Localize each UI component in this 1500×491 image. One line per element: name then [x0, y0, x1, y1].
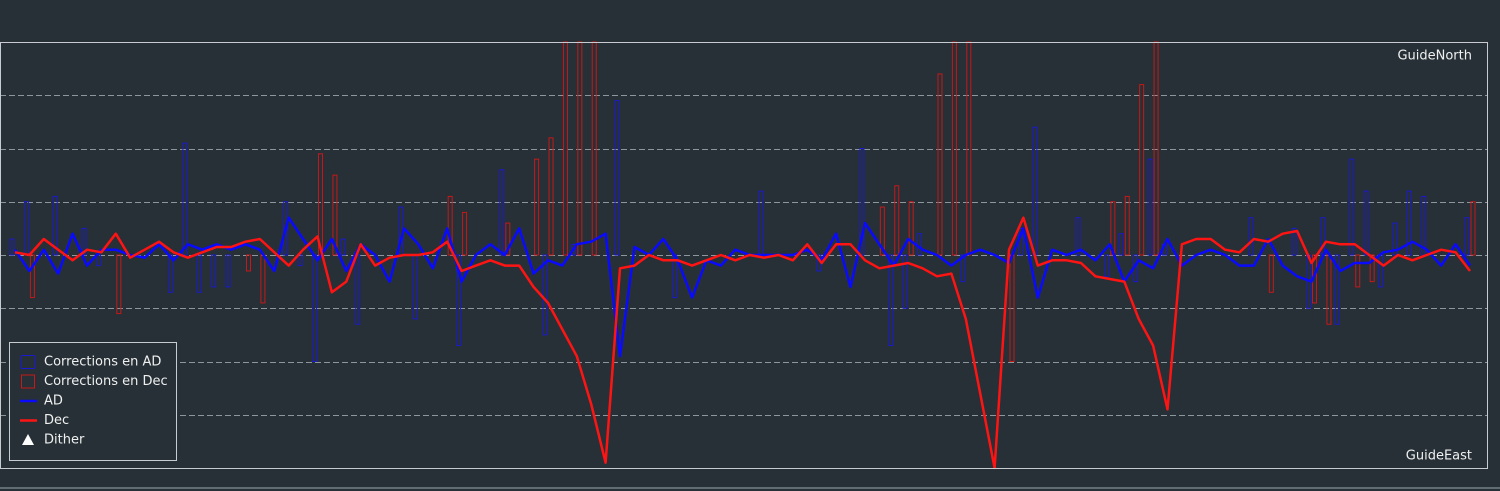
north-label: GuideNorth	[1397, 49, 1472, 64]
correction-bar	[902, 254, 908, 309]
legend-swatch	[22, 434, 34, 445]
correction-bar	[614, 100, 620, 256]
correction-bar	[499, 169, 505, 256]
correction-bar	[9, 238, 15, 256]
correction-bar	[888, 254, 894, 347]
correction-bar	[211, 254, 217, 288]
correction-bar	[960, 254, 966, 283]
correction-bar	[1139, 84, 1145, 256]
correction-bar	[1406, 190, 1412, 256]
correction-bar	[29, 254, 35, 299]
correction-bar	[1124, 195, 1130, 256]
legend-label: Dec	[44, 413, 69, 428]
correction-bar	[937, 73, 943, 256]
correction-bar	[548, 137, 554, 256]
correction-bar	[340, 238, 346, 256]
correction-bar	[1118, 233, 1124, 256]
correction-bar	[95, 254, 101, 267]
correction-bar	[447, 195, 453, 256]
correction-bar	[505, 222, 511, 256]
correction-bar	[332, 174, 338, 256]
guide-line	[14, 216, 1471, 470]
correction-bar	[908, 201, 914, 256]
correction-bar	[1392, 222, 1398, 256]
correction-bar	[116, 254, 122, 315]
correction-bar	[1369, 254, 1375, 283]
correction-bar	[196, 254, 202, 293]
legend: Corrections en AD Corrections en Dec AD Dec…	[9, 342, 177, 461]
correction-bar	[917, 233, 923, 256]
correction-bar	[1470, 201, 1476, 256]
legend-box	[9, 342, 177, 461]
correction-bar	[542, 254, 548, 336]
correction-bar	[1363, 190, 1369, 256]
correction-bar	[167, 254, 173, 293]
correction-bar	[1355, 254, 1361, 288]
legend-label: Corrections en AD	[44, 355, 161, 370]
legend-label: AD	[44, 394, 63, 409]
correction-bar	[1147, 158, 1153, 256]
correction-bar	[1334, 254, 1340, 325]
guide-line	[13, 216, 1472, 358]
correction-bar	[1104, 254, 1110, 277]
correction-bar	[534, 158, 540, 256]
correction-bar	[182, 142, 188, 256]
correction-bar	[1291, 227, 1297, 256]
lines	[13, 216, 1472, 470]
correction-bar	[283, 201, 289, 256]
correction-bar	[52, 195, 58, 256]
correction-bar	[1248, 217, 1254, 256]
correction-bar	[297, 254, 303, 267]
correction-bar	[456, 254, 462, 347]
correction-bar	[894, 185, 900, 256]
correction-bar	[81, 227, 87, 256]
correction-bar	[1464, 217, 1470, 256]
correction-bar	[859, 148, 865, 256]
legend-swatch	[21, 355, 35, 369]
correction-bar	[245, 254, 251, 272]
correction-bar	[225, 254, 231, 288]
plot-frame	[0, 42, 1488, 469]
correction-bar	[1349, 158, 1355, 256]
bars	[9, 41, 1476, 362]
grid	[0, 95, 1487, 416]
legend-swatch	[21, 374, 35, 389]
legend-label: Corrections en Dec	[44, 374, 168, 389]
east-label: GuideEast	[1406, 449, 1472, 464]
legend-label: Dither	[44, 433, 85, 448]
correction-bar	[462, 211, 468, 256]
correction-bar	[879, 206, 885, 256]
correction-bar	[1268, 254, 1274, 293]
correction-bar	[1075, 217, 1081, 256]
